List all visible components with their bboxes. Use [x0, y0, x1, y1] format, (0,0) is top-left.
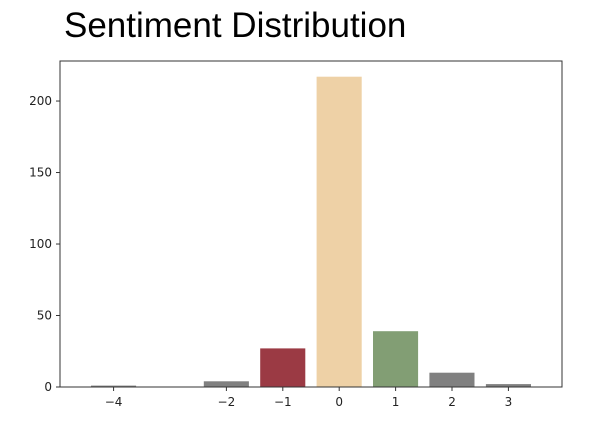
bar-3 [485, 384, 531, 387]
x-tick-label: −1 [274, 395, 292, 409]
x-tick-label: −2 [218, 395, 236, 409]
bar-−4 [91, 385, 137, 387]
y-tick-label: 150 [29, 166, 52, 180]
x-tick-label: 3 [505, 395, 513, 409]
bar-2 [429, 372, 475, 387]
bar-0 [316, 76, 362, 387]
x-tick-label: −4 [105, 395, 123, 409]
bar-−2 [203, 381, 249, 387]
x-tick-label: 0 [335, 395, 343, 409]
chart-title: Sentiment Distribution [64, 6, 407, 45]
y-axis: 0 50 100 150 200 [29, 94, 60, 394]
bar-1 [373, 331, 419, 387]
plot-area-frame [59, 60, 563, 388]
y-tick-label: 50 [37, 309, 52, 323]
x-axis: −4 −2 −1 0 1 2 3 [105, 387, 513, 409]
bars-group [91, 76, 531, 387]
x-tick-label: 1 [392, 395, 400, 409]
x-tick-label: 2 [448, 395, 456, 409]
y-tick-label: 100 [29, 237, 52, 251]
y-tick-label: 0 [44, 380, 52, 394]
y-tick-label: 200 [29, 94, 52, 108]
bar-−1 [260, 348, 306, 387]
